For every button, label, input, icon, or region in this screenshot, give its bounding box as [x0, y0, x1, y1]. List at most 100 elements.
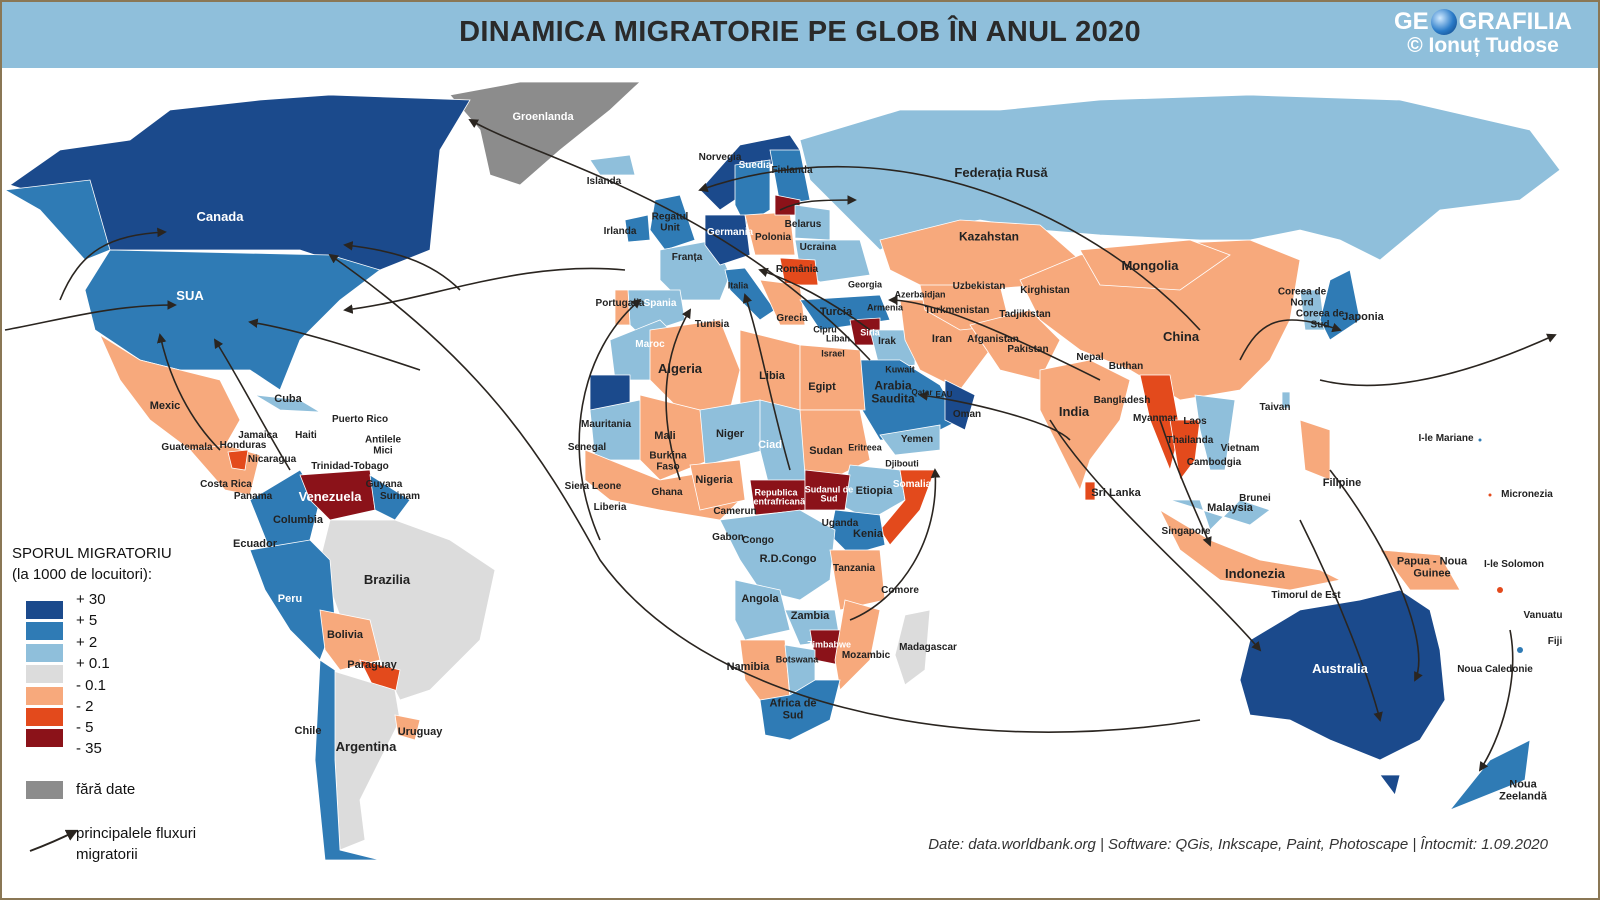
label-ecuador: Ecuador	[232, 538, 278, 551]
region-usa	[84, 249, 381, 391]
region-japan	[1319, 269, 1361, 341]
legend-swatch-plus30	[25, 600, 64, 620]
label-uzbekistan: Uzbekistan	[952, 280, 1006, 292]
flow-arrow	[758, 267, 871, 331]
label-georgia: Georgia	[847, 279, 883, 290]
label-thailand: Thailanda	[1166, 434, 1214, 446]
region-indonesia	[1159, 508, 1342, 591]
flow-arrow	[59, 227, 167, 301]
region-nigeria	[689, 459, 746, 511]
label-burkina-faso: Burkina Faso	[649, 450, 687, 472]
label-tunisia: Tunisia	[694, 318, 730, 330]
label-puerto-rico: Puerto Rico	[331, 413, 389, 425]
legend-swatch-plus01	[25, 664, 64, 684]
label-bolivia: Bolivia	[326, 629, 364, 642]
migration-flows	[4, 119, 1557, 772]
region-nicaragua	[227, 449, 249, 471]
label-chad: Ciad	[758, 439, 782, 452]
legend-swatch-plus5	[25, 621, 64, 641]
label-dr-congo: R.D.Congo	[759, 553, 817, 566]
region-south-sudan	[804, 469, 851, 511]
label-south-korea: Coreea de Sud	[1295, 308, 1345, 330]
flow-arrow	[248, 318, 421, 371]
label-belarus: Belarus	[784, 218, 822, 230]
label-finland: Finlanda	[771, 164, 813, 176]
legend-label: - 0.1	[76, 677, 107, 694]
label-singapore: Singapore	[1161, 525, 1211, 537]
label-colombia: Columbia	[272, 514, 324, 527]
flow-arrow	[849, 468, 941, 621]
region-russia	[799, 94, 1561, 261]
label-congo: Congo	[742, 534, 774, 546]
label-zambia: Zambia	[790, 610, 830, 623]
region-new-zealand	[1448, 739, 1531, 811]
label-nigeria: Nigeria	[695, 474, 733, 487]
region-balkans	[759, 279, 806, 326]
label-china: China	[1162, 329, 1200, 345]
label-niger: Niger	[715, 428, 745, 441]
label-ethiopia: Etiopia	[855, 485, 893, 498]
legend-flows-label: principalele fluxuri migratorii	[76, 825, 197, 863]
label-norway: Norvegia	[698, 151, 742, 163]
legend-label: - 2	[76, 698, 94, 715]
label-eritrea: Eritreea	[848, 442, 882, 453]
author-credit: © Ionuț Tudose	[1407, 34, 1559, 57]
label-guyana: Guyana	[365, 478, 403, 490]
label-uae: EAU	[935, 389, 953, 399]
label-iraq: Irak	[878, 335, 896, 347]
label-azerbaijan: Azerbaidjan	[894, 289, 946, 300]
region-alaska	[3, 179, 111, 261]
label-algeria: Algeria	[657, 361, 703, 377]
label-australia: Australia	[1312, 661, 1368, 677]
label-jamaica: Jamaica	[238, 429, 278, 441]
label-djibouti: Djibouti	[885, 458, 919, 469]
header-bar	[2, 2, 1598, 68]
globe-icon	[1430, 9, 1457, 35]
label-tanzania: Tanzania	[832, 562, 876, 574]
label-venezuela: Venezuela	[298, 489, 362, 505]
label-yemen: Yemen	[900, 433, 934, 445]
label-morocco: Maroc	[635, 338, 665, 350]
label-new-zealand: Noua Zeelandă	[1499, 778, 1547, 802]
region-argentina	[329, 669, 401, 851]
label-brunei: Brunei	[1239, 492, 1271, 504]
region-finland	[769, 149, 811, 206]
region-uk	[649, 194, 696, 251]
label-panama: Panama	[233, 490, 273, 502]
label-botswana: Botswana	[775, 654, 819, 665]
label-bhutan: Buthan	[1108, 360, 1144, 372]
logo: GE GRAFILIA © Ionuț Tudose	[1393, 8, 1572, 57]
region-philippines	[1299, 419, 1331, 481]
label-somalia: Somalia	[892, 478, 932, 490]
label-papua-new-guinea: Papua - Noua Guinee	[1396, 555, 1468, 579]
label-greece: Grecia	[776, 312, 808, 324]
region-afghanistan-pakistan	[969, 309, 1061, 381]
flow-arrow	[779, 195, 857, 211]
label-russia: Federația Rusă	[954, 165, 1048, 181]
label-peru: Peru	[277, 593, 303, 606]
label-sweden: Suedia	[738, 159, 772, 171]
label-oman: Oman	[952, 408, 982, 420]
label-liberia: Liberia	[593, 501, 627, 513]
page-title: DINAMICA MIGRATORIE PE GLOB ÎN ANUL 2020	[459, 16, 1141, 48]
label-east-timor: Timorul de Est	[1271, 589, 1341, 601]
label-suriname: Surinam	[379, 490, 421, 502]
label-sierra-leone: Siera Leone	[564, 480, 622, 492]
flow-arrow	[1329, 469, 1423, 682]
label-costa-rica: Costa Rica	[200, 478, 252, 490]
flow-arrow	[698, 165, 1201, 331]
label-cyprus: Cipru	[813, 324, 837, 335]
flow-arrow	[665, 308, 691, 481]
label-sri-lanka: Sri Lanka	[1091, 487, 1141, 500]
label-paraguay: Paraguay	[347, 659, 397, 672]
label-guatemala: Guatemala	[161, 441, 213, 453]
region-tanzania	[829, 549, 886, 611]
label-lesser-antilles: Antilele Mici	[364, 434, 402, 456]
legend-title: SPORUL MIGRATORIU	[12, 545, 172, 562]
label-turkey: Turcia	[819, 306, 853, 319]
label-kuwait: Kuwait	[885, 364, 915, 375]
legend-swatch-no-data	[25, 780, 64, 800]
flow-arrow	[1319, 333, 1557, 387]
region-brazil	[319, 519, 496, 701]
legend-label: + 30	[76, 591, 106, 608]
